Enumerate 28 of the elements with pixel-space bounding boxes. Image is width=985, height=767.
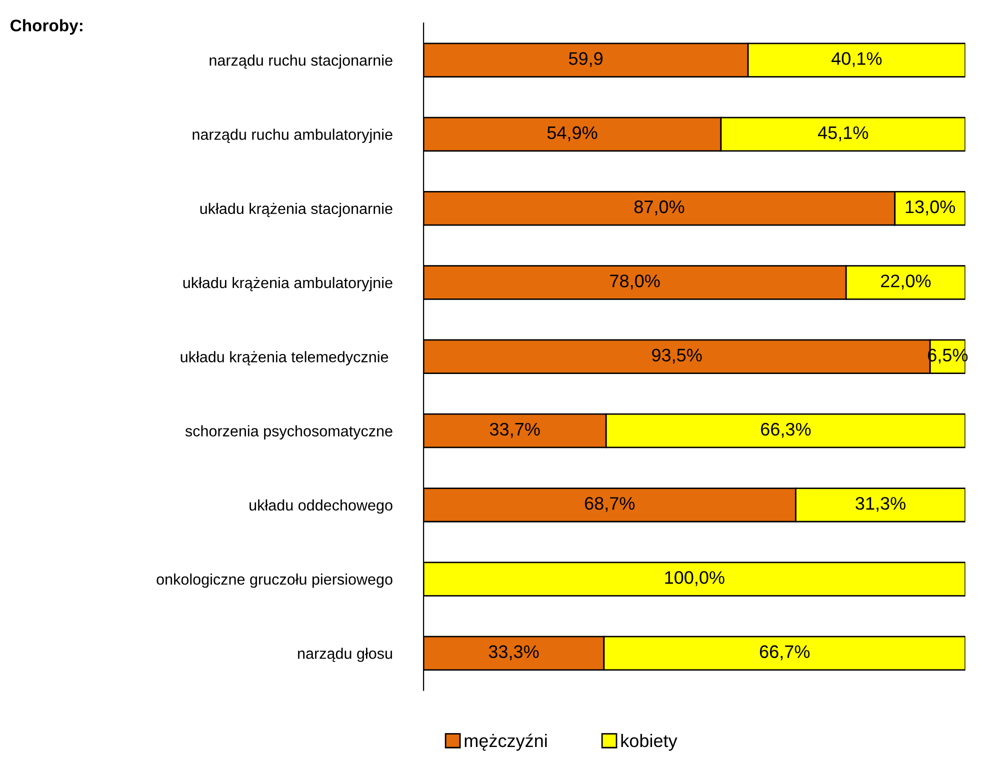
y-tick-label: układu krążenia ambulatoryjnie xyxy=(183,276,392,292)
data-label: 59,9 xyxy=(568,52,603,68)
y-tick-label: układu krążenia telemedycznie xyxy=(180,351,388,366)
y-tick-label: układu oddechowego xyxy=(250,499,392,514)
data-label: 68,7% xyxy=(584,497,635,512)
data-label: 66,3% xyxy=(761,422,811,438)
data-label: 22,0% xyxy=(881,274,931,290)
data-label: 13,0% xyxy=(906,200,956,216)
data-label: 54,9% xyxy=(547,126,598,142)
data-label: 78,0% xyxy=(610,274,660,290)
data-label: 45,1% xyxy=(818,126,868,142)
y-tick-label: onkologiczne gruczołu piersiowego xyxy=(156,574,392,588)
data-label: 100,0% xyxy=(665,571,724,586)
y-tick-label: układu krążenia stacjonarnie xyxy=(200,202,392,218)
data-label: 40,1% xyxy=(831,52,882,68)
data-label: 87,0% xyxy=(634,200,684,216)
data-label: 31,3% xyxy=(856,497,906,512)
data-label: 33,7% xyxy=(490,422,540,438)
y-tick-label: narządu ruchu stacjonarnie xyxy=(210,54,392,69)
data-label: 93,5% xyxy=(652,348,702,364)
y-tick-label: narządu ruchu ambulatoryjnie xyxy=(192,128,392,143)
data-label: 66,7% xyxy=(760,645,810,660)
y-tick-label: narządu głosu xyxy=(298,648,392,662)
text: Choroby: xyxy=(10,19,82,35)
data-label: 33,3% xyxy=(488,645,539,660)
y-tick-label: schorzenia psychosomatyczne xyxy=(185,425,392,440)
legend-label: mężczyźni xyxy=(464,734,547,751)
legend-label: kobiety xyxy=(621,734,678,751)
